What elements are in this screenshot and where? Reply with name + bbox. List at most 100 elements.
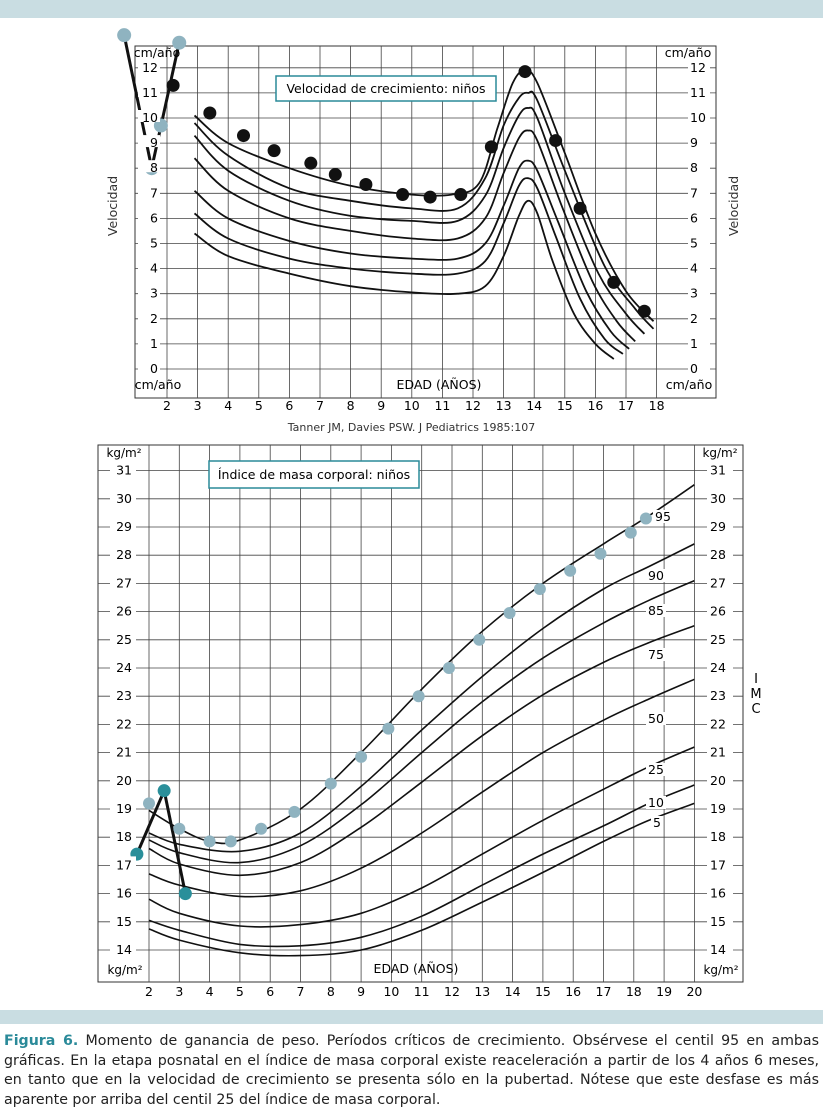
c2-xtick: 14: [505, 984, 521, 999]
c1-ytick-bg: [688, 59, 710, 72]
c1-xtick: 15: [557, 398, 573, 413]
c2-point-blue: [503, 607, 516, 620]
c2-ytick-right: 28: [710, 547, 726, 562]
c2-line-25: [148, 746, 695, 928]
c2-point-blue: [442, 662, 455, 674]
c2-ytick-left: 30: [116, 491, 132, 506]
c1-xtick: 16: [587, 398, 603, 413]
c1-ytick-bg: [688, 285, 710, 298]
c2-label-25: 25: [648, 762, 664, 777]
c2-ytick-bg: [707, 715, 733, 730]
c1-ytick-bg: [688, 310, 710, 323]
c1-line-p90: [193, 90, 655, 330]
c1-ylabel-right: Velocidad: [726, 176, 741, 236]
c2-point-blue: [355, 750, 368, 763]
c1-ytick-bg: [688, 110, 710, 122]
c1-point-black: [423, 190, 437, 204]
c2-ytick-right: 18: [710, 829, 726, 844]
c1-ytick-right: 3: [690, 286, 698, 301]
caption-text: Momento de ganancia de peso. Períodos cr…: [4, 1033, 819, 1108]
c2-point-blue: [143, 797, 155, 810]
c1-ytick-bg: [138, 110, 160, 122]
c1-ytick-right: 1: [690, 336, 698, 351]
c2-line-75: [148, 624, 695, 877]
c2-ytick-right: 21: [710, 745, 726, 760]
c2-ytick-bg: [707, 771, 733, 786]
c1-ytick-right: 7: [690, 185, 698, 200]
c2-ytick-left: 17: [116, 857, 132, 872]
c1-ytick-left: 3: [150, 286, 158, 301]
c2-ylabel: IMC: [746, 666, 766, 718]
c2-ytick-right: 16: [710, 886, 726, 901]
c2-ytick-bg: [110, 743, 136, 758]
c2-ytick-right: 19: [710, 801, 726, 816]
bottom-color-bar: [0, 1010, 823, 1024]
c2-xtick: 10: [383, 984, 399, 999]
c2-point-teal: [157, 784, 171, 798]
c1-line-p97: [193, 69, 655, 322]
c1-ytick-left: 11: [142, 85, 158, 100]
c1-xtick: 3: [194, 398, 202, 413]
c2-ytick-bg: [707, 518, 733, 532]
c2-xtick: 12: [444, 984, 460, 999]
c2-ytick-right: 31: [710, 463, 726, 478]
c2-point-teal: [178, 887, 192, 901]
c2-xtick: 7: [297, 984, 305, 999]
c2-ytick-bg: [110, 687, 136, 702]
c2-ytick-bg: [707, 743, 733, 758]
c1-ytick-bg: [688, 84, 710, 97]
c2-point-blue: [533, 583, 546, 596]
c2-point-blue: [473, 633, 486, 646]
c1-ytick-bg: [688, 335, 710, 348]
c1-point-black: [549, 134, 563, 148]
c2-ytick-right: 17: [710, 857, 726, 872]
c2-frame: [97, 444, 744, 983]
c1-xtick: 13: [496, 398, 512, 413]
c1-xtick: 6: [285, 398, 293, 413]
c1-point-black: [328, 167, 342, 181]
c1-unit-top-left: cm/año: [134, 45, 181, 60]
c1-ytick-right: 11: [690, 85, 706, 100]
c2-title: Índice de masa corporal: niños: [218, 467, 410, 482]
c2-ytick-bg: [110, 800, 136, 814]
c2-point-blue: [255, 822, 268, 835]
c1-ytick-left: 1: [150, 336, 158, 351]
c2-label-bg: [653, 510, 673, 523]
c1-ytick-bg: [138, 185, 160, 198]
c1-ytick-right: 4: [690, 261, 698, 276]
c1-ytick-bg: [138, 310, 160, 323]
c2-ytick-bg: [110, 489, 136, 504]
c2-label-bg: [646, 796, 666, 809]
c2-xtick: 2: [145, 984, 153, 999]
c2-unit-top-right: kg/m²: [702, 446, 737, 460]
c1-xtick: 11: [434, 398, 450, 413]
c2-point-blue: [639, 512, 652, 525]
c2-ylabel-letter: I: [754, 672, 758, 687]
figure-caption: Figura 6. Momento de ganancia de peso. P…: [4, 1032, 819, 1110]
c2-ytick-right: 29: [710, 519, 726, 534]
c1-point-black: [637, 304, 651, 318]
c2-unit-bottom-left: kg/m²: [107, 963, 142, 977]
c2-xtick: 6: [266, 984, 274, 999]
c2-point-blue: [224, 835, 237, 848]
c1-unit-top-right: cm/año: [665, 45, 712, 60]
c1-ytick-bg: [688, 361, 710, 373]
c2-ytick-left: 15: [116, 914, 132, 929]
c2-ytick-bg: [110, 941, 136, 955]
c2-ytick-left: 18: [116, 829, 132, 844]
c2-ytick-bg: [110, 574, 136, 589]
c1-ytick-bg: [688, 260, 710, 273]
c2-ytick-bg: [110, 659, 136, 673]
c2-ytick-left: 24: [116, 660, 132, 675]
c2-label-10: 10: [648, 795, 664, 810]
c2-ytick-right: 25: [710, 632, 726, 647]
c2-ytick-right: 20: [710, 773, 726, 788]
c2-label-85: 85: [648, 603, 664, 618]
c1-ytick-left: 7: [150, 185, 158, 200]
c2-label-95: 95: [655, 509, 671, 524]
c1-ytick-right: 12: [690, 60, 706, 75]
c1-point-black: [454, 188, 468, 202]
c1-ytick-left: 10: [142, 110, 158, 125]
c2-percentile-labels: 5 10 25 50 75 85 90 95: [646, 509, 673, 830]
